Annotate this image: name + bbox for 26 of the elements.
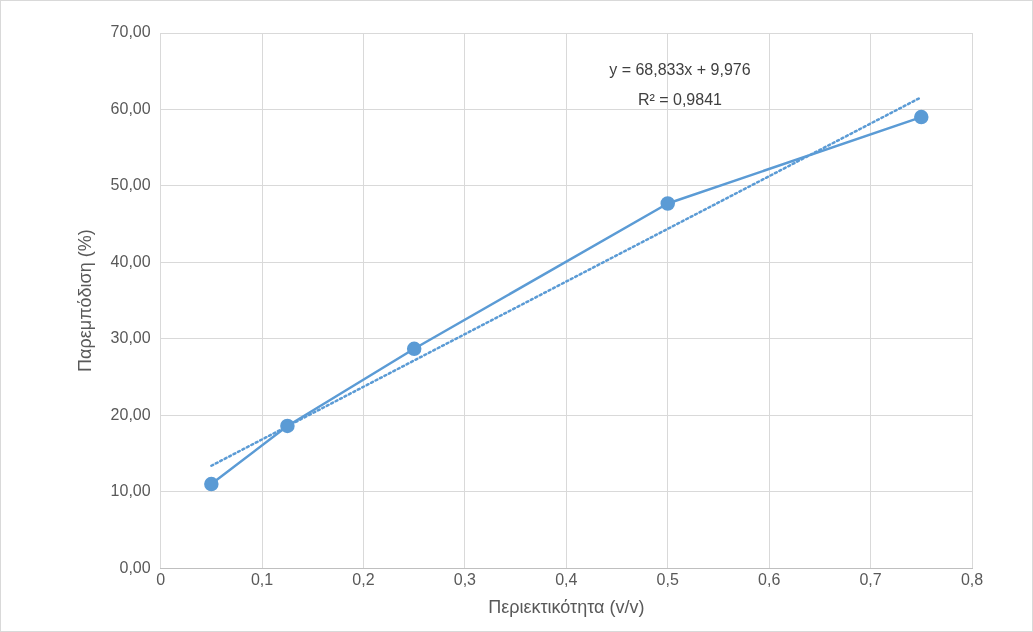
y-tick-label: 10,00 (110, 482, 151, 500)
x-tick-label: 0,7 (859, 571, 882, 589)
point (204, 476, 219, 492)
y-tick-label: 30,00 (110, 329, 151, 347)
x-tick-label: 0,4 (555, 571, 578, 589)
point (914, 109, 929, 125)
annotation: R² = 0,9841 (637, 91, 723, 109)
y-tick-label: 20,00 (110, 405, 151, 423)
x-tick-label: 0,5 (656, 571, 679, 589)
point (406, 341, 422, 357)
y-tick-label: 70,00 (110, 23, 151, 41)
point (280, 418, 295, 434)
x-tick-label: 0,8 (960, 571, 984, 589)
x-tick-label: 0,2 (352, 571, 375, 589)
x-tick-label: 0,3 (453, 571, 477, 589)
y-axis-title: Παρεμπόδιση (%) (74, 229, 95, 372)
y-tick-label: 60,00 (110, 99, 151, 117)
y-tick-label: 40,00 (110, 252, 151, 270)
x-axis-title: Περιεκτικότητα (v/v) (488, 597, 645, 618)
x-tick-label: 0,1 (250, 571, 274, 589)
point (660, 196, 675, 211)
annotation: y = 68,833x + 9,976 (609, 61, 751, 79)
x-tick-label: 0,6 (758, 571, 781, 589)
x-tick-label: 0 (156, 571, 166, 589)
y-tick-label: 0,00 (119, 558, 151, 576)
y-tick-label: 50,00 (110, 176, 151, 194)
